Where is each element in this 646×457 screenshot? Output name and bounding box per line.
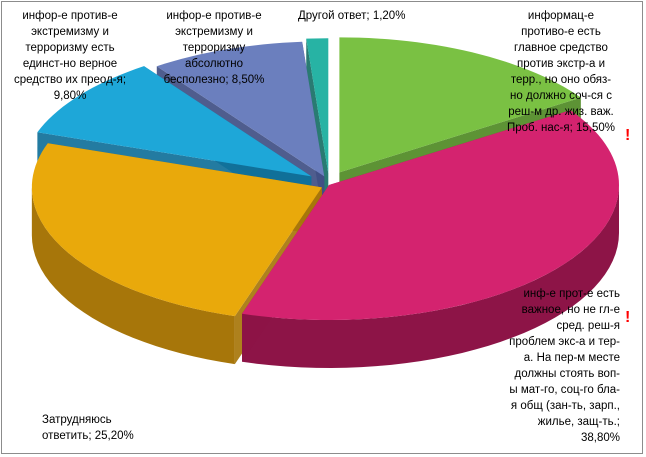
pie-slice-1 xyxy=(242,110,619,368)
slice-label-only-true-means: инфор-е против-е экстремизму и терроризм… xyxy=(13,10,127,102)
slice-label-important-not-main: инф-е прот-е есть важное, но не гл-е сре… xyxy=(509,288,620,444)
slice-top-3 xyxy=(37,66,312,177)
slice-top-0 xyxy=(339,37,581,173)
slice-side-1 xyxy=(242,185,619,368)
slice-top-1 xyxy=(242,110,619,320)
slice-top-5 xyxy=(306,38,329,174)
slice-side-2 xyxy=(31,187,235,365)
slice-top-2 xyxy=(31,143,322,317)
slice-label-difficult-to-answer: Затрудняюсь ответить; 25,20% xyxy=(42,414,134,442)
slice-label-other-answer: Другой ответ; 1,20% xyxy=(298,10,406,22)
pie-slice-2 xyxy=(31,143,322,365)
slice-top-4 xyxy=(156,41,325,177)
slice-label-useless: инфор-е против-е экстремизму и терроризм… xyxy=(163,10,265,86)
slice-label-informational-main: информац-е противо-е есть главное средст… xyxy=(507,10,615,134)
exclamation-mark-bottom: ! xyxy=(625,309,631,326)
exclamation-mark-top: ! xyxy=(625,127,631,144)
